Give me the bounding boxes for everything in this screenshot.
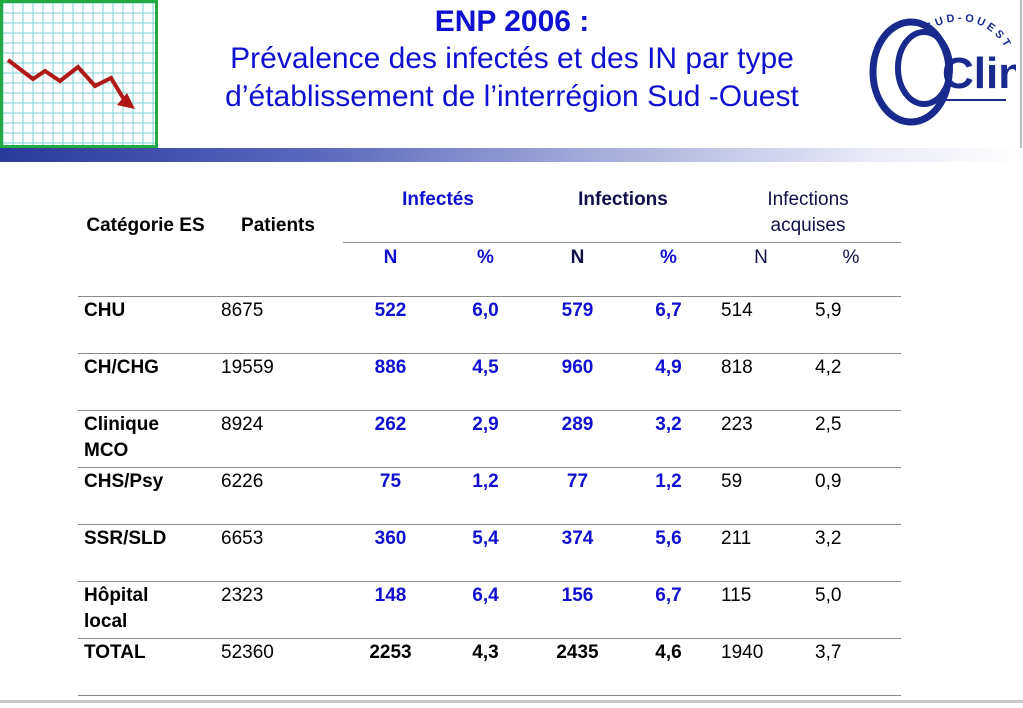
cell-acq-pct: 3,7 xyxy=(815,642,842,663)
cell-ion-n: 77 xyxy=(566,471,589,492)
cell-inf-pct: 4,5 xyxy=(472,357,499,378)
cell-ion-pct: 1,2 xyxy=(655,471,682,492)
cell-ion-n: 2435 xyxy=(556,642,599,663)
cell-ion-pct: 6,7 xyxy=(655,585,682,606)
header-gradient-bar xyxy=(0,148,1023,162)
header-infectes: Infectés xyxy=(402,189,474,210)
trend-line xyxy=(6,58,127,103)
header-infections-n: N xyxy=(570,247,585,268)
row-divider xyxy=(78,524,901,525)
cell-patients: 8675 xyxy=(221,300,264,321)
footer-divider xyxy=(0,700,1023,703)
cell-inf-n: 886 xyxy=(374,357,407,378)
title-line-3: d’établissement de l’interrégion Sud -Ou… xyxy=(225,80,799,113)
cell-inf-pct: 5,4 xyxy=(472,528,499,549)
header-patients: Patients xyxy=(241,215,315,236)
cell-categorie-line-2: local xyxy=(84,611,128,632)
cell-patients: 2323 xyxy=(221,585,264,606)
cell-acq-n: 1940 xyxy=(721,642,764,663)
cclin-logo-icon: Clin SUD-OUEST xyxy=(869,12,1023,126)
cell-acq-pct: 3,2 xyxy=(815,528,842,549)
cell-inf-pct: 6,0 xyxy=(472,300,499,321)
header-categorie: Catégorie ES xyxy=(86,215,205,236)
trend-arrow-icon xyxy=(117,93,135,109)
cell-categorie: SSR/SLD xyxy=(84,528,167,549)
cell-inf-pct: 1,2 xyxy=(472,471,499,492)
cell-ion-n: 289 xyxy=(561,414,594,435)
cell-inf-pct: 2,9 xyxy=(472,414,499,435)
row-divider xyxy=(78,353,901,354)
page-title: ENP 2006 : Prévalence des infectés et de… xyxy=(158,4,866,116)
cell-patients: 6226 xyxy=(221,471,264,492)
cell-acq-pct: 4,2 xyxy=(815,357,842,378)
row-divider xyxy=(78,467,901,468)
header-divider xyxy=(343,242,901,243)
cell-categorie: CHU xyxy=(84,300,126,321)
cell-acq-pct: 5,9 xyxy=(815,300,842,321)
cell-ion-pct: 4,6 xyxy=(655,642,682,663)
title-line-2: Prévalence des infectés et des IN par ty… xyxy=(230,42,794,75)
header-infections-acquises-1: Infections xyxy=(767,189,849,210)
cell-categorie-line-2: MCO xyxy=(84,440,129,461)
cell-ion-pct: 5,6 xyxy=(655,528,682,549)
cell-categorie: Clinique xyxy=(84,414,159,435)
cell-acq-pct: 2,5 xyxy=(815,414,842,435)
cell-categorie: CHS/Psy xyxy=(84,471,164,492)
cell-patients: 8924 xyxy=(221,414,264,435)
cell-acq-n: 514 xyxy=(721,300,753,321)
cell-inf-n: 148 xyxy=(374,585,407,606)
trend-chart-icon xyxy=(3,3,155,145)
cell-ion-n: 579 xyxy=(561,300,594,321)
row-divider xyxy=(78,296,901,297)
cell-ion-n: 960 xyxy=(561,357,594,378)
row-divider xyxy=(78,638,901,639)
cell-ion-pct: 3,2 xyxy=(655,414,682,435)
cell-acq-n: 211 xyxy=(721,528,752,549)
cell-acq-n: 59 xyxy=(721,471,743,492)
cell-acq-pct: 5,0 xyxy=(815,585,842,606)
header-right-divider xyxy=(1020,0,1022,148)
chart-logo xyxy=(0,0,158,148)
cell-categorie: TOTAL xyxy=(84,642,146,663)
cell-inf-n: 262 xyxy=(374,414,407,435)
cell-ion-pct: 4,9 xyxy=(655,357,682,378)
cell-inf-n: 522 xyxy=(374,300,407,321)
title-line-1: ENP 2006 : xyxy=(434,5,590,38)
header-infections-pct: % xyxy=(660,247,677,268)
cell-ion-pct: 6,7 xyxy=(655,300,682,321)
cell-patients: 6653 xyxy=(221,528,264,549)
cell-categorie: CH/CHG xyxy=(84,357,159,378)
header-infections: Infections xyxy=(578,189,668,210)
cell-acq-n: 115 xyxy=(721,585,752,606)
cell-inf-n: 75 xyxy=(379,471,402,492)
cclin-logo: Clin SUD-OUEST xyxy=(866,2,1023,146)
cell-acq-n: 223 xyxy=(721,414,753,435)
cell-ion-n: 156 xyxy=(561,585,594,606)
row-divider xyxy=(78,410,901,411)
table-bottom-border xyxy=(78,695,901,696)
header-acquises-pct: % xyxy=(842,247,860,268)
header-infectes-n: N xyxy=(383,247,398,268)
cell-patients: 52360 xyxy=(221,642,274,663)
cell-inf-pct: 4,3 xyxy=(472,642,499,663)
cell-ion-n: 374 xyxy=(561,528,594,549)
cell-inf-pct: 6,4 xyxy=(472,585,499,606)
cell-acq-pct: 0,9 xyxy=(815,471,842,492)
cell-acq-n: 818 xyxy=(721,357,753,378)
cell-inf-n: 2253 xyxy=(369,642,412,663)
header-infections-acquises-2: acquises xyxy=(770,215,846,236)
cclin-logo-text: Clin xyxy=(942,49,1016,98)
cell-patients: 19559 xyxy=(221,357,274,378)
row-divider xyxy=(78,581,901,582)
cell-inf-n: 360 xyxy=(374,528,407,549)
cell-categorie: Hôpital xyxy=(84,585,149,606)
header-acquises-n: N xyxy=(754,247,768,268)
header-infectes-pct: % xyxy=(477,247,494,268)
